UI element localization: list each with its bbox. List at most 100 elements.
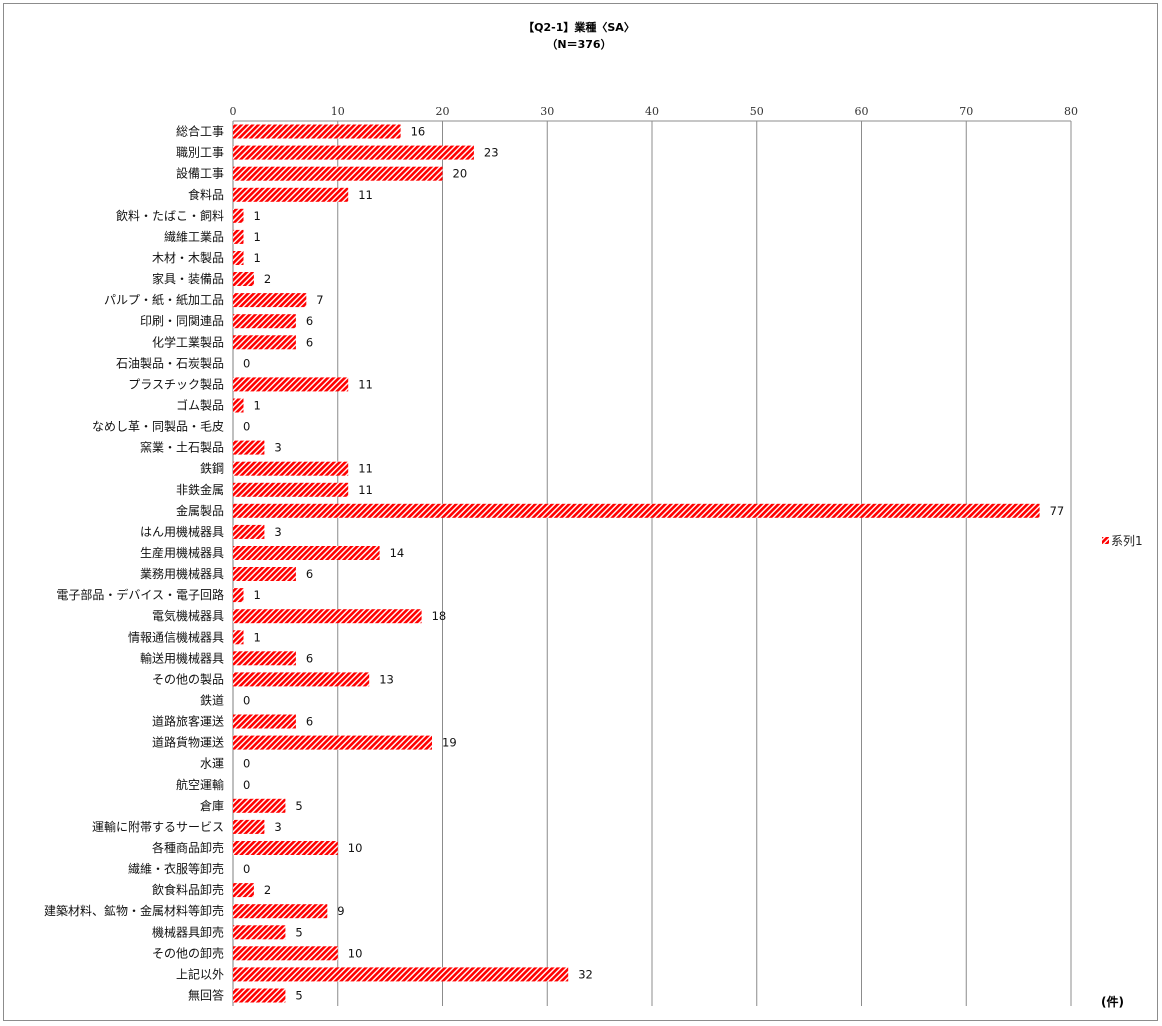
data-label: 9: [337, 904, 344, 918]
data-label: 1: [254, 251, 261, 265]
data-label: 5: [295, 925, 302, 939]
bar: [233, 335, 296, 350]
bar: [233, 208, 244, 223]
category-label: 繊維・衣服等卸売: [128, 861, 224, 876]
bar: [233, 398, 244, 413]
bar: [233, 293, 307, 308]
category-label: 飲食料品卸売: [152, 882, 224, 897]
bar: [233, 482, 349, 497]
grid-layer: [232, 120, 1072, 1006]
data-label: 11: [358, 377, 373, 391]
bar: [233, 735, 432, 750]
bar: [233, 187, 349, 202]
data-label: 0: [243, 356, 250, 370]
category-label: 機械器具卸売: [152, 924, 224, 939]
data-label: 19: [442, 736, 457, 750]
legend-label: 系列1: [1111, 534, 1143, 548]
data-label: 18: [432, 609, 447, 623]
category-label: 輸送用機械器具: [140, 650, 224, 665]
bar: [233, 946, 338, 961]
data-label: 77: [1050, 504, 1065, 518]
category-label: なめし革・同製品・毛皮: [92, 420, 224, 434]
data-label: 0: [243, 420, 250, 434]
bar: [233, 503, 1040, 518]
data-label: 11: [358, 188, 373, 202]
bar: [233, 461, 349, 476]
category-labels: 総合工事職別工事設備工事食料品飲料・たばこ・飼料繊維工業品木材・木製品家具・装備…: [44, 124, 224, 1003]
unit-label: (件): [1101, 994, 1124, 1009]
data-label: 0: [243, 778, 250, 792]
category-label: 窯業・土石製品: [140, 440, 224, 455]
data-label: 5: [295, 799, 302, 813]
bar-layer: [233, 124, 1040, 1003]
bar: [233, 651, 296, 666]
x-tick-label: 0: [230, 105, 237, 118]
bar: [233, 609, 422, 624]
data-label: 2: [264, 272, 271, 286]
category-label: 無回答: [188, 988, 224, 1003]
category-label: 印刷・同関連品: [140, 314, 224, 328]
data-label: 3: [274, 441, 281, 455]
data-label: 6: [306, 651, 313, 665]
data-label: 11: [358, 483, 373, 497]
category-label: 道路旅客運送: [152, 714, 224, 729]
bar: [233, 377, 349, 392]
bar: [233, 672, 370, 687]
x-tick-label: 60: [855, 105, 869, 118]
bar: [233, 714, 296, 729]
category-label: 金属製品: [176, 503, 224, 518]
data-label: 10: [348, 841, 363, 855]
bar: [233, 166, 443, 181]
category-label: 石油製品・石炭製品: [116, 356, 224, 370]
category-label: ゴム製品: [176, 398, 224, 413]
data-label: 32: [578, 967, 593, 981]
category-label: 電気機械器具: [152, 608, 224, 623]
category-label: 生産用機械器具: [140, 545, 224, 560]
bar: [233, 272, 254, 286]
bar: [233, 967, 569, 982]
bar: [233, 124, 401, 139]
category-label: 各種商品卸売: [152, 840, 224, 855]
legend: 系列1: [1102, 534, 1143, 548]
x-tick-label: 20: [436, 105, 450, 118]
chart-title: 【Q2-1】業種〈SA〉: [523, 20, 635, 34]
data-label: 7: [316, 293, 323, 307]
data-label: 6: [306, 567, 313, 581]
data-label: 1: [254, 209, 261, 223]
category-label: プラスチック製品: [128, 377, 224, 391]
bar: [233, 546, 380, 560]
bar: [233, 798, 286, 813]
data-label: 14: [390, 546, 405, 560]
data-label: 23: [484, 146, 499, 160]
category-label: 繊維工業品: [164, 230, 224, 244]
data-label: 2: [264, 883, 271, 897]
data-label: 1: [254, 630, 261, 644]
x-tick-label: 80: [1064, 105, 1078, 118]
chart-svg: 【Q2-1】業種〈SA〉 （N＝376） 0 10 20 30 40 50 60 70 80 総…: [44, 20, 1143, 1009]
data-label: 10: [348, 946, 363, 960]
bar: [233, 904, 328, 919]
category-label: 非鉄金属: [176, 482, 224, 497]
category-label: 電子部品・デバイス・電子回路: [56, 587, 224, 602]
category-label: 建築材料、鉱物・金属材料等卸売: [44, 903, 224, 918]
category-label: 化学工業製品: [152, 334, 224, 349]
bar: [233, 883, 254, 898]
data-label: 1: [254, 399, 261, 413]
x-tick-label: 40: [645, 105, 659, 118]
bar: [233, 524, 265, 539]
category-label: その他の製品: [152, 672, 224, 686]
data-label: 1: [254, 230, 261, 244]
data-label: 13: [379, 672, 394, 686]
category-label: 倉庫: [200, 798, 224, 813]
category-label: 道路貨物運送: [152, 735, 224, 750]
data-label: 5: [295, 989, 302, 1003]
category-label: 設備工事: [176, 166, 224, 181]
bar: [233, 251, 244, 265]
bar: [233, 630, 244, 645]
data-label: 0: [243, 694, 250, 708]
chart-frame: 【Q2-1】業種〈SA〉 （N＝376） 0 10 20 30 40 50 60 70 80 総…: [3, 3, 1158, 1021]
data-label: 0: [243, 862, 250, 876]
category-label: 情報通信機械器具: [128, 629, 224, 644]
data-label: 1: [254, 588, 261, 602]
bar: [233, 145, 474, 160]
